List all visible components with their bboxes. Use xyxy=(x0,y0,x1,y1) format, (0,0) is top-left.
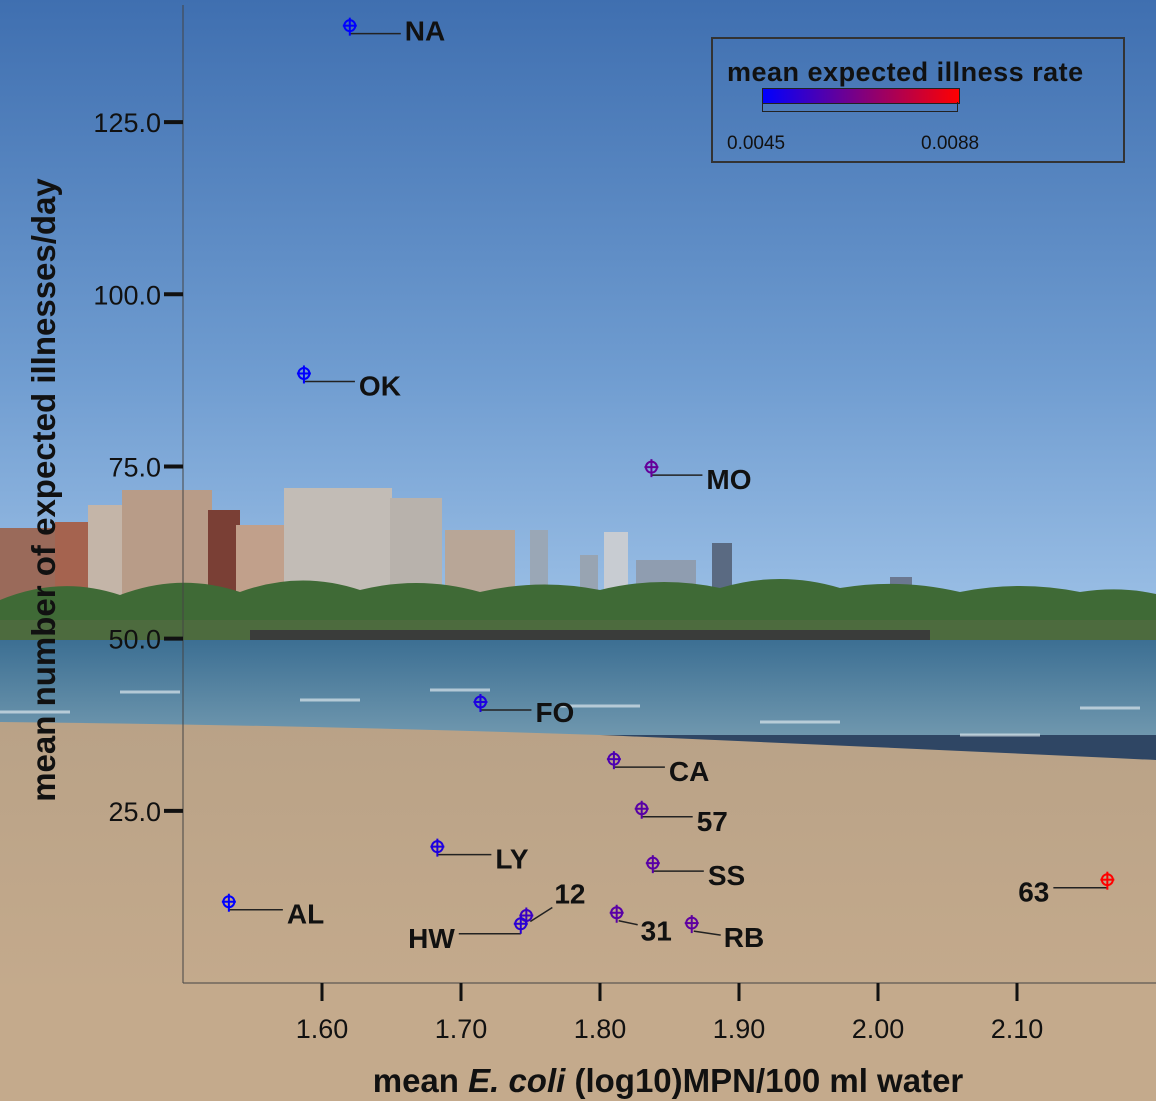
data-point-OK: OK xyxy=(296,365,401,401)
point-label: NA xyxy=(405,16,445,47)
x-tick-label: 1.90 xyxy=(713,1014,766,1044)
data-point-CA: CA xyxy=(606,751,709,787)
x-axis-title-suffix: (log10)MPN/100 ml water xyxy=(565,1062,963,1099)
point-label: LY xyxy=(495,844,529,875)
y-tick-label: 25.0 xyxy=(108,797,161,827)
leader-line xyxy=(618,920,638,926)
point-label: SS xyxy=(708,860,745,891)
leader-line xyxy=(529,906,553,923)
data-point-LY: LY xyxy=(430,838,529,875)
point-label: 63 xyxy=(1018,877,1049,908)
legend-tick-line xyxy=(762,111,958,112)
x-tick-label: 1.60 xyxy=(296,1014,349,1044)
x-tick-label: 1.80 xyxy=(574,1014,627,1044)
point-label: CA xyxy=(669,756,709,787)
data-point-FO: FO xyxy=(473,693,574,728)
data-point-RB: RB xyxy=(684,915,764,953)
y-axis-title: mean number of expected illnesses/day xyxy=(25,178,62,802)
legend-max-label: 0.0088 xyxy=(921,133,980,154)
legend-min-label: 0.0045 xyxy=(727,133,786,154)
legend-tick-min xyxy=(762,102,763,112)
point-label: 57 xyxy=(697,806,728,837)
point-label: OK xyxy=(359,370,401,401)
y-tick-label: 100.0 xyxy=(93,280,161,310)
data-point-AL: AL xyxy=(221,893,324,930)
point-label: AL xyxy=(287,899,324,930)
data-point-63: 63 xyxy=(1018,871,1115,908)
point-label: 12 xyxy=(554,879,585,910)
x-tick-label: 2.10 xyxy=(991,1014,1044,1044)
data-point-31: 31 xyxy=(609,904,672,947)
legend-color-bar xyxy=(762,88,960,104)
legend-tick-max xyxy=(957,102,958,112)
point-label: 31 xyxy=(641,916,672,947)
data-point-NA: NA xyxy=(342,16,445,47)
point-label: HW xyxy=(408,923,455,954)
point-label: RB xyxy=(724,922,764,953)
legend-title: mean expected illness rate xyxy=(727,57,1084,87)
color-legend: mean expected illness rate 0.0045 0.0088 xyxy=(711,37,1125,163)
point-label: MO xyxy=(706,464,751,495)
leader-line xyxy=(693,930,721,936)
x-tick-label: 1.70 xyxy=(435,1014,488,1044)
x-axis-title-prefix: mean xyxy=(373,1062,468,1099)
point-label: FO xyxy=(535,697,574,728)
x-axis-title-italic: E. coli xyxy=(468,1062,566,1099)
y-tick-label: 50.0 xyxy=(108,625,161,655)
x-axis-title: mean E. coli (log10)MPN/100 ml water xyxy=(373,1062,964,1099)
data-point-57: 57 xyxy=(634,800,728,837)
data-point-12: 12 xyxy=(519,879,585,926)
y-tick-label: 125.0 xyxy=(93,108,161,138)
data-point-MO: MO xyxy=(644,459,752,495)
x-tick-label: 2.00 xyxy=(852,1014,905,1044)
data-point-HW: HW xyxy=(408,915,528,954)
y-tick-label: 75.0 xyxy=(108,452,161,482)
data-point-SS: SS xyxy=(645,855,745,891)
